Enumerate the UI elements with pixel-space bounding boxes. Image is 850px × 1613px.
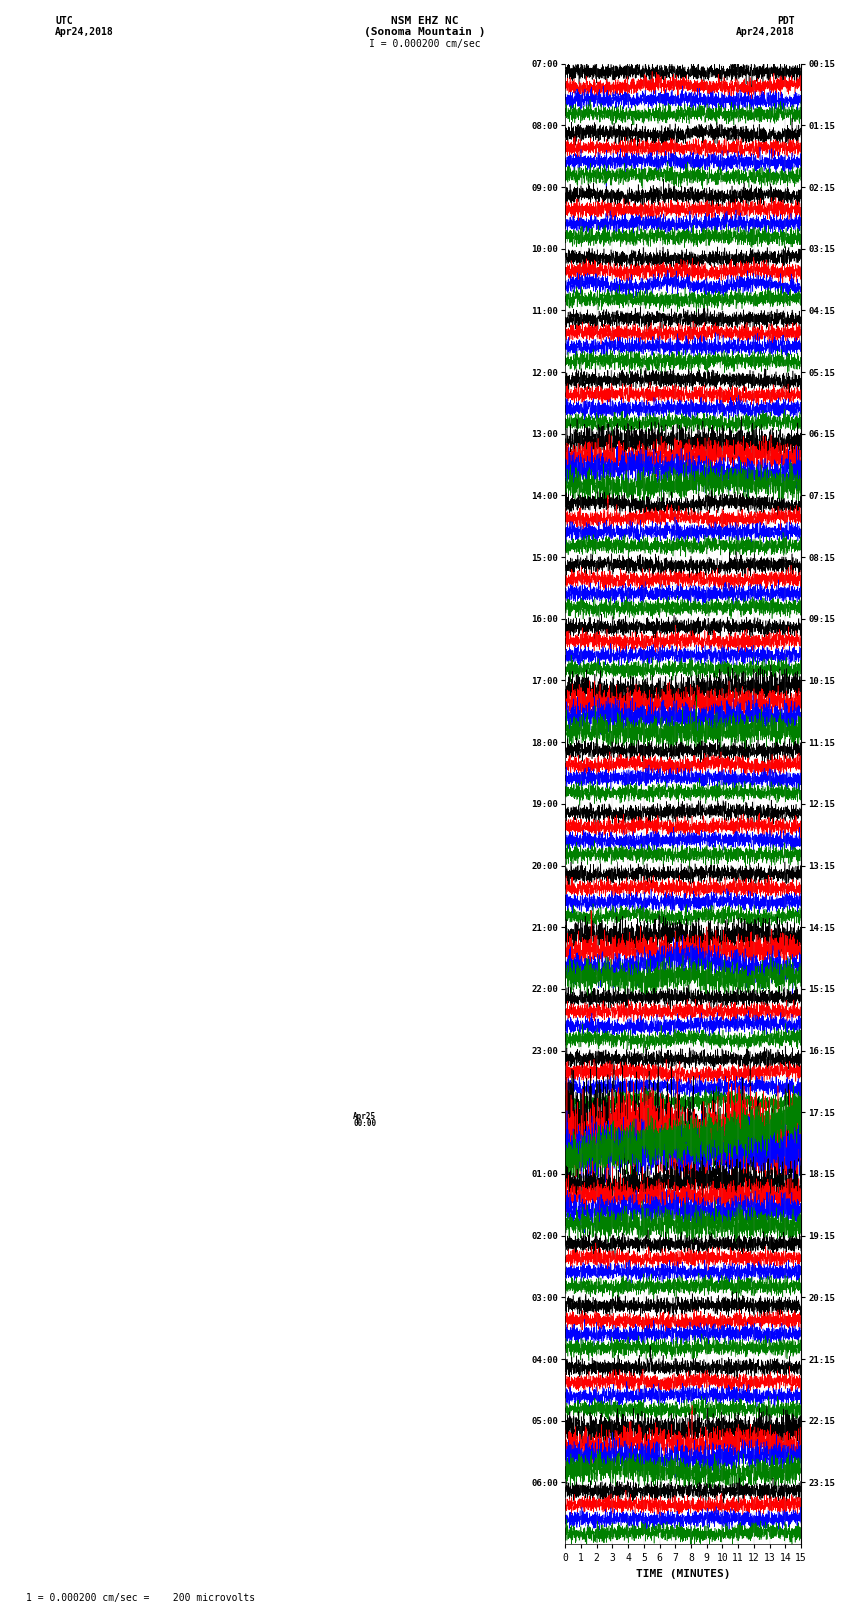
Text: (Sonoma Mountain ): (Sonoma Mountain ): [365, 27, 485, 37]
Text: Apr25: Apr25: [353, 1113, 377, 1121]
Text: PDT: PDT: [777, 16, 795, 26]
Text: NSM EHZ NC: NSM EHZ NC: [391, 16, 459, 26]
Text: 00:00: 00:00: [353, 1119, 377, 1127]
Text: 1 = 0.000200 cm/sec =    200 microvolts: 1 = 0.000200 cm/sec = 200 microvolts: [26, 1594, 255, 1603]
Text: I = 0.000200 cm/sec: I = 0.000200 cm/sec: [369, 39, 481, 48]
X-axis label: TIME (MINUTES): TIME (MINUTES): [636, 1569, 730, 1579]
Text: Apr24,2018: Apr24,2018: [736, 27, 795, 37]
Text: UTC: UTC: [55, 16, 73, 26]
Text: Apr24,2018: Apr24,2018: [55, 27, 114, 37]
